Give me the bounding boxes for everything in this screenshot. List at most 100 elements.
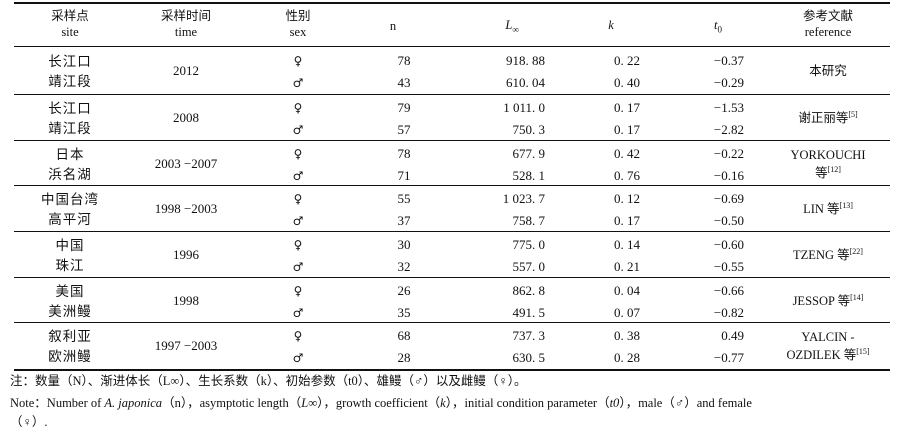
sex-symbol: ♂ xyxy=(292,260,304,274)
initial-parameter: −0.37 xyxy=(713,53,744,68)
sex-symbol: ♂ xyxy=(292,76,304,90)
sex-symbol: ♀ xyxy=(293,329,303,343)
sex-symbol: ♀ xyxy=(293,238,303,252)
growth-coefficient: 0. 12 xyxy=(614,191,640,206)
asymptotic-length: 737. 3 xyxy=(512,328,546,343)
sex-symbol: ♂ xyxy=(292,169,304,183)
site-name: 长江口 靖江段 xyxy=(48,54,92,89)
growth-coefficient: 0. 38 xyxy=(614,328,640,343)
asymptotic-length: 1 011. 0 xyxy=(503,100,545,115)
asymptotic-length: 557. 0 xyxy=(512,259,546,274)
group-divider xyxy=(14,277,890,278)
sample-count: 37 xyxy=(397,213,411,228)
asymptotic-length: 1 023. 7 xyxy=(502,191,545,206)
sampling-time: 1996 xyxy=(173,247,199,262)
initial-parameter: −0.22 xyxy=(713,146,744,161)
sample-count: 55 xyxy=(397,191,411,206)
sample-count: 26 xyxy=(397,283,411,298)
group-divider xyxy=(14,94,890,95)
sampling-time: 1998 xyxy=(173,293,199,308)
sample-count: 28 xyxy=(397,350,411,365)
initial-parameter: −0.69 xyxy=(713,191,744,206)
sampling-time: 2008 xyxy=(173,110,199,125)
sample-count: 68 xyxy=(397,328,411,343)
site-name: 叙利亚 欧洲鳗 xyxy=(48,329,92,364)
growth-coefficient: 0. 04 xyxy=(614,283,640,298)
sex-symbol: ♀ xyxy=(293,192,303,206)
site-name: 长江口 靖江段 xyxy=(48,101,92,136)
growth-coefficient: 0. 28 xyxy=(614,350,640,365)
sex-symbol: ♀ xyxy=(293,284,303,298)
reference-cell: YALCIN - OZDILEK 等[15] xyxy=(786,330,870,362)
site-name: 美国 美洲鳗 xyxy=(48,284,92,319)
header-site: 采样点 site xyxy=(51,9,89,39)
growth-coefficient: 0. 76 xyxy=(614,168,640,183)
initial-parameter: −2.82 xyxy=(713,122,744,137)
sex-symbol: ♀ xyxy=(293,147,303,161)
initial-parameter: −0.16 xyxy=(713,168,744,183)
sampling-time: 1997 −2003 xyxy=(154,338,218,353)
site-name: 日本 浜名湖 xyxy=(48,147,92,182)
growth-coefficient: 0. 22 xyxy=(614,53,640,68)
sample-count: 57 xyxy=(397,122,411,137)
asymptotic-length: 528. 1 xyxy=(512,168,546,183)
growth-coefficient: 0. 14 xyxy=(614,237,640,252)
note-english-line1: Note：Number of A. japonica（n），asymptotic… xyxy=(10,396,752,410)
header-sex: 性别 sex xyxy=(285,9,311,39)
reference-cell: JESSOP 等[14] xyxy=(792,292,864,308)
asymptotic-length: 758. 7 xyxy=(512,213,546,228)
asymptotic-length: 630. 5 xyxy=(512,350,546,365)
sex-symbol: ♂ xyxy=(292,306,304,320)
comparison-table: 采样点 site 采样时间 time 性别 sex n L∞ k t0 参考文献 ref… xyxy=(14,0,890,371)
asymptotic-length: 862. 8 xyxy=(512,283,546,298)
sample-count: 35 xyxy=(397,305,411,320)
asymptotic-length: 610. 04 xyxy=(506,75,545,90)
growth-coefficient: 0. 17 xyxy=(614,100,640,115)
sex-symbol: ♂ xyxy=(292,214,304,228)
table-header-rule xyxy=(14,46,890,47)
header-reference: 参考文献 reference xyxy=(802,9,854,39)
reference-cell: 本研究 xyxy=(809,64,847,78)
group-divider xyxy=(14,231,890,232)
sample-count: 79 xyxy=(397,100,411,115)
initial-parameter: −0.29 xyxy=(713,75,744,90)
reference-cell: TZENG 等[22] xyxy=(793,246,863,262)
group-divider xyxy=(14,140,890,141)
growth-coefficient: 0. 21 xyxy=(614,259,640,274)
sample-count: 30 xyxy=(397,237,411,252)
sample-count: 71 xyxy=(397,168,411,183)
note-english-line2: （♀）. xyxy=(10,415,48,429)
header-t0: t0 xyxy=(714,18,722,35)
asymptotic-length: 918. 88 xyxy=(506,53,545,68)
site-name: 中国台湾 高平河 xyxy=(41,192,99,227)
sampling-time: 1998 −2003 xyxy=(154,201,218,216)
table-bottom-rule xyxy=(14,369,890,371)
asymptotic-length: 775. 0 xyxy=(512,237,546,252)
initial-parameter: −1.53 xyxy=(713,100,744,115)
initial-parameter: −0.77 xyxy=(713,350,744,365)
sample-count: 43 xyxy=(397,75,411,90)
header-time: 采样时间 time xyxy=(160,9,212,39)
growth-coefficient: 0. 17 xyxy=(614,122,640,137)
sampling-time: 2003 −2007 xyxy=(154,156,218,171)
initial-parameter: −0.55 xyxy=(713,259,744,274)
growth-coefficient: 0. 07 xyxy=(614,305,640,320)
growth-coefficient: 0. 17 xyxy=(614,213,640,228)
sample-count: 78 xyxy=(397,53,411,68)
growth-coefficient: 0. 42 xyxy=(614,146,640,161)
note-chinese: 注：数量（N）、渐进体长（L∞）、生长系数（k）、初始参数（t0）、雄鳗（♂）以… xyxy=(10,374,527,388)
reference-cell: YORKOUCHI 等[12] xyxy=(790,148,866,180)
sex-symbol: ♂ xyxy=(292,123,304,137)
sampling-time: 2012 xyxy=(173,63,199,78)
initial-parameter: −0.60 xyxy=(713,237,744,252)
group-divider xyxy=(14,322,890,323)
asymptotic-length: 750. 3 xyxy=(512,122,546,137)
header-n: n xyxy=(389,19,397,33)
growth-coefficient: 0. 40 xyxy=(614,75,640,90)
table-top-rule xyxy=(14,2,890,4)
sex-symbol: ♀ xyxy=(293,101,303,115)
header-linf: L∞ xyxy=(505,18,519,35)
sex-symbol: ♂ xyxy=(292,351,304,365)
asymptotic-length: 491. 5 xyxy=(512,305,546,320)
sex-symbol: ♀ xyxy=(293,54,303,68)
